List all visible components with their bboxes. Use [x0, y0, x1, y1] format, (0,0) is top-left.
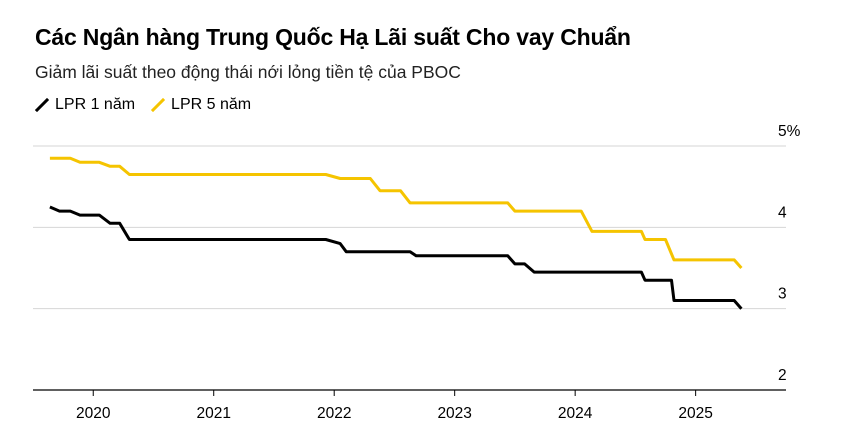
- x-tick-label: 2020: [76, 405, 111, 422]
- series-line-lpr-1y: [49, 205, 743, 310]
- legend-item-lpr-1y: LPR 1 năm: [35, 96, 135, 114]
- legend-item-lpr-5y: LPR 5 năm: [151, 96, 251, 114]
- legend-swatch-lpr-1y: [35, 98, 49, 112]
- chart-title: Các Ngân hàng Trung Quốc Hạ Lãi suất Cho…: [35, 24, 631, 50]
- x-tick-label: 2024: [558, 405, 593, 422]
- x-tick-label: 2025: [678, 405, 712, 422]
- legend-swatch-lpr-5y: [151, 98, 166, 112]
- x-tick-label: 2021: [196, 405, 230, 422]
- x-axis: [33, 389, 786, 396]
- legend-label-lpr-1y: LPR 1 năm: [55, 96, 136, 113]
- x-tick-label: 2023: [437, 405, 471, 422]
- y-tick-label: 2: [778, 367, 787, 384]
- series-line-lpr-5y: [49, 156, 743, 269]
- chart-subtitle: Giảm lãi suất theo động thái nới lỏng ti…: [35, 62, 461, 82]
- grid-layer: [33, 145, 786, 310]
- y-tick-label: 5%: [778, 123, 801, 140]
- tick-labels: 5% 4 3 2 2020 2021 2022 2023 2024 2025: [76, 123, 801, 422]
- y-tick-label: 4: [778, 204, 787, 221]
- legend-label-lpr-5y: LPR 5 năm: [171, 96, 252, 113]
- x-tick-label: 2022: [317, 405, 351, 422]
- y-tick-label: 3: [778, 286, 787, 303]
- series-layer: [49, 156, 743, 310]
- chart-legend: LPR 1 năm LPR 5 năm: [35, 96, 267, 114]
